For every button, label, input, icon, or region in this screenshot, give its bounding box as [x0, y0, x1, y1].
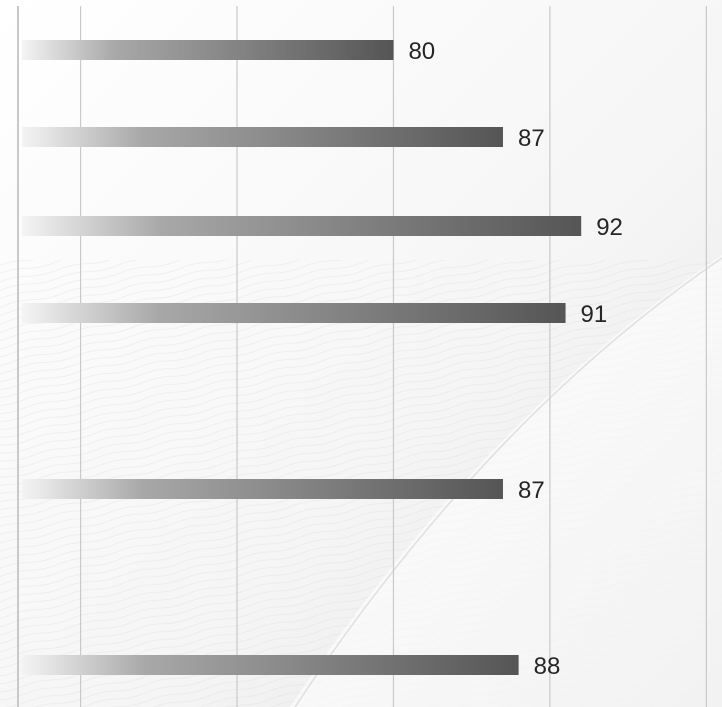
bar-3	[22, 303, 566, 323]
background-swoosh-edge	[294, 257, 722, 707]
gridlines	[17, 6, 707, 707]
data-labels: 80 87 92 91 87 88	[408, 38, 622, 680]
bar-1	[22, 127, 503, 147]
bar-0	[22, 40, 394, 60]
data-label-2: 92	[596, 214, 623, 241]
data-label-3: 91	[581, 301, 608, 328]
bar-2	[22, 216, 582, 236]
background-swoosh	[290, 255, 722, 707]
bars	[22, 40, 582, 675]
bar-4	[22, 479, 503, 499]
data-label-4: 87	[518, 477, 545, 504]
data-label-1: 87	[518, 125, 545, 152]
data-label-0: 80	[408, 38, 435, 65]
bar-5	[22, 655, 519, 675]
data-label-5: 88	[534, 653, 561, 680]
